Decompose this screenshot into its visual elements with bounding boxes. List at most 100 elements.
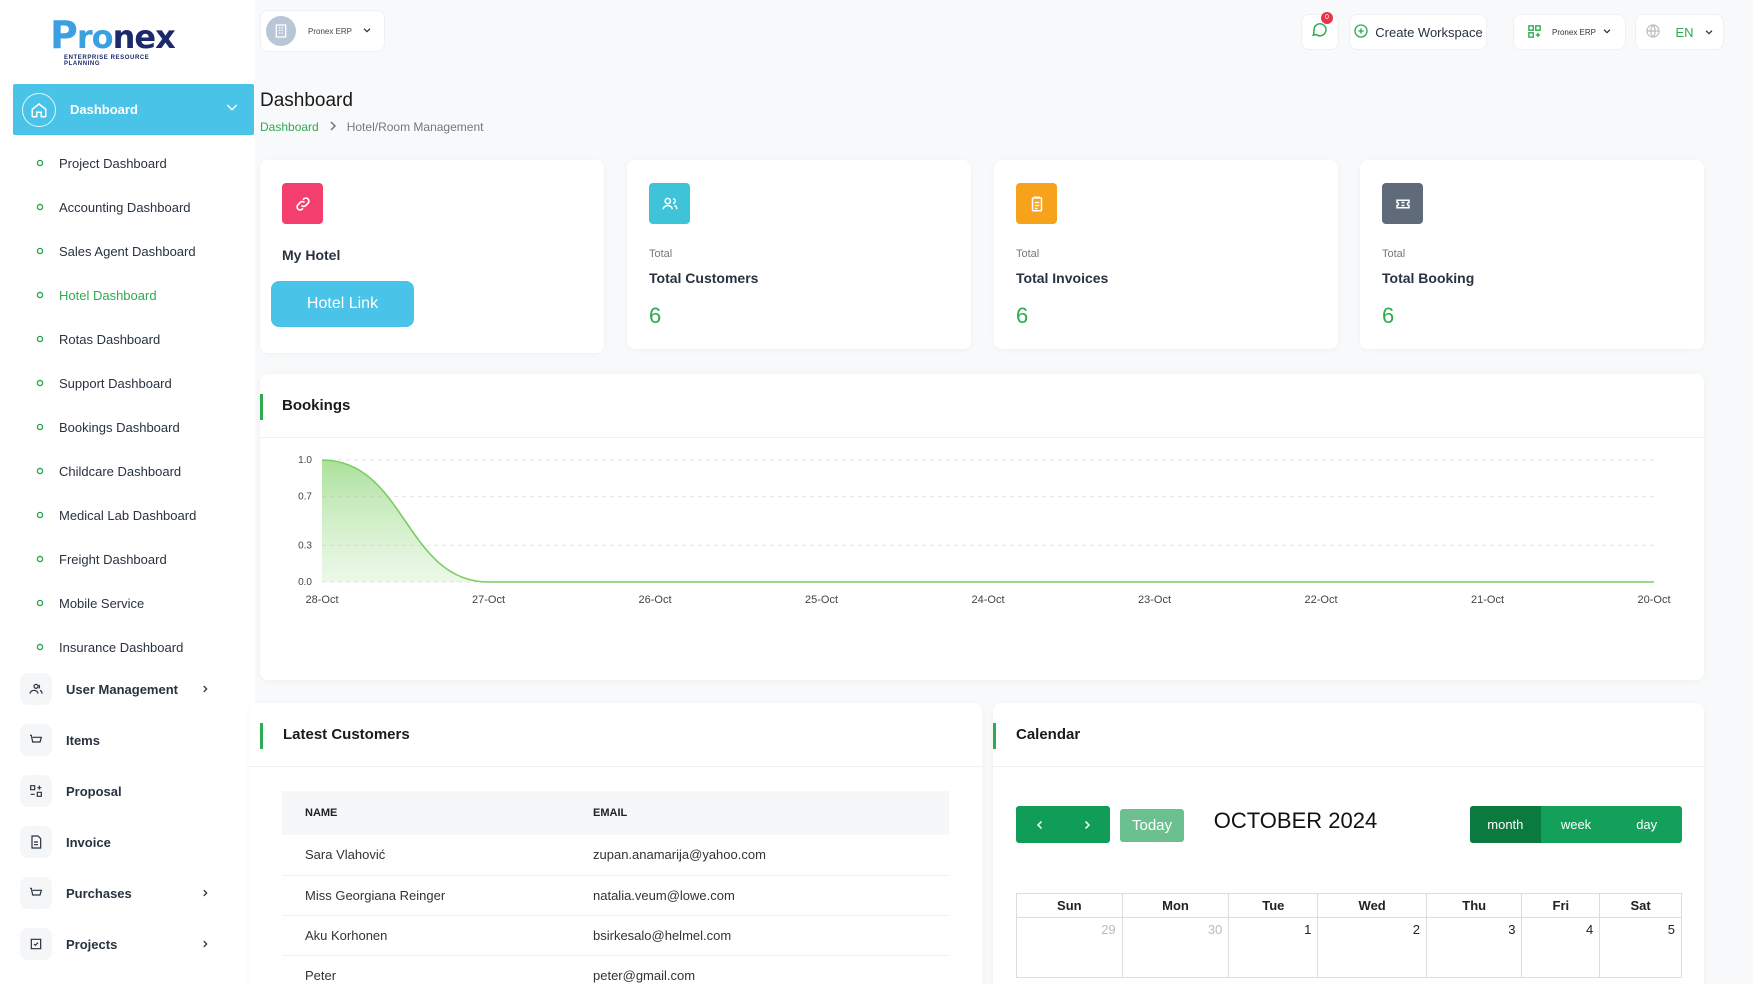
sidebar-item-label: Projects [66, 936, 118, 952]
sidebar-subitem[interactable]: Mobile Service [36, 593, 144, 613]
calendar-day-cell[interactable]: 3 [1425, 917, 1523, 978]
grid-icon [1527, 24, 1542, 41]
page-title: Dashboard [260, 90, 353, 111]
calendar-nav [1016, 806, 1110, 843]
language-selector[interactable]: EN [1635, 14, 1724, 50]
my-hotel-title: My Hotel [282, 247, 341, 263]
proposal-icon [20, 775, 52, 807]
x-tick-label: 23-Oct [1138, 594, 1171, 606]
customer-name: Sara Vlahović [282, 835, 570, 876]
sidebar-subitem-label: Hotel Dashboard [59, 287, 157, 303]
breadcrumb-current: Hotel/Room Management [346, 120, 484, 134]
next-month-button[interactable] [1063, 806, 1110, 843]
bullet-icon [36, 379, 44, 387]
calendar-day-cell[interactable]: 2 [1317, 917, 1427, 978]
sidebar-subitem[interactable]: Freight Dashboard [36, 549, 167, 569]
sidebar-subitem[interactable]: Project Dashboard [36, 153, 167, 173]
view-day-button[interactable]: day [1636, 817, 1658, 832]
messages-button[interactable]: 0 [1301, 12, 1339, 50]
invoice-icon [20, 826, 52, 858]
prev-month-button[interactable] [1016, 806, 1063, 843]
customers-table: NAME EMAIL Sara Vlahović zupan.anamarija@… [282, 791, 949, 984]
logo-tagline: ENTERPRISE RESOURCE PLANNING [64, 55, 150, 67]
sidebar-item-label: Invoice [66, 834, 111, 850]
chevron-right-icon [200, 682, 210, 697]
sidebar-item-label: Proposal [66, 783, 122, 799]
chevron-right-icon [200, 937, 210, 952]
hotel-link-button[interactable]: Hotel Link [271, 281, 414, 327]
customer-email: zupan.anamarija@yahoo.com [570, 835, 949, 876]
calendar-day-cell[interactable]: 5 [1599, 917, 1682, 978]
bullet-icon [36, 467, 44, 475]
x-tick-label: 26-Oct [638, 594, 671, 606]
sidebar-subitem[interactable]: Hotel Dashboard [36, 285, 157, 305]
sidebar-subitem[interactable]: Insurance Dashboard [36, 637, 183, 657]
sidebar-item-label: Items [66, 732, 100, 748]
view-week-button[interactable]: week [1560, 817, 1592, 832]
bullet-icon [36, 335, 44, 343]
chevron-down-icon [362, 22, 372, 40]
table-row: Aku Korhonen bsirkesalo@helmel.com [282, 915, 949, 956]
total-booking-card: Total Total Booking 6 [1360, 160, 1704, 349]
erp-switcher-label: Pronex ERP [1551, 27, 1597, 37]
create-workspace-label: Create Workspace [1375, 24, 1483, 40]
chevron-down-icon [224, 99, 240, 120]
sidebar-subitem-label: Childcare Dashboard [59, 463, 182, 479]
clipboard-icon [1016, 183, 1057, 224]
my-hotel-card: My Hotel Hotel Link [260, 160, 604, 353]
chevron-right-icon [329, 120, 337, 134]
section-header: Bookings [260, 374, 1704, 438]
sidebar-subitem-label: Bookings Dashboard [59, 419, 180, 435]
stat-caption: Total [649, 248, 673, 260]
sidebar-subitem[interactable]: Support Dashboard [36, 373, 172, 393]
sidebar-subitem-label: Accounting Dashboard [59, 199, 191, 215]
x-tick-label: 25-Oct [805, 594, 838, 606]
bullet-icon [36, 291, 44, 299]
y-tick-label: 1.0 [298, 455, 312, 466]
sidebar-subitem[interactable]: Sales Agent Dashboard [36, 241, 196, 261]
bullet-icon [36, 555, 44, 563]
customer-email: bsirkesalo@helmel.com [570, 915, 949, 956]
breadcrumb-home[interactable]: Dashboard [260, 120, 319, 134]
sidebar: Pronex ENTERPRISE RESOURCE PLANNING Dash… [0, 0, 255, 984]
bookings-title: Bookings [282, 397, 351, 414]
notification-badge: 0 [1321, 12, 1333, 24]
erp-switcher[interactable]: Pronex ERP [1513, 14, 1626, 50]
view-month-button[interactable]: month [1470, 806, 1541, 843]
sidebar-item-label: Dashboard [70, 102, 138, 117]
section-header: Calendar [993, 703, 1704, 767]
sidebar-item-purchases[interactable]: Purchases [20, 877, 210, 909]
y-tick-label: 0.3 [298, 540, 312, 551]
calendar-day-cell[interactable]: 1 [1228, 917, 1319, 978]
weekday-header: Sat [1599, 893, 1682, 918]
y-tick-label: 0.7 [298, 492, 312, 503]
sidebar-item-dashboard[interactable]: Dashboard [13, 84, 254, 135]
bookings-card: Bookings 1.0 0.7 0.3 0.0 28-Oct 27-Oct 26-Oct 2… [260, 374, 1704, 680]
sidebar-subitem[interactable]: Bookings Dashboard [36, 417, 180, 437]
stat-value: 6 [1016, 303, 1029, 328]
x-tick-label: 24-Oct [971, 594, 1004, 606]
sidebar-subitem[interactable]: Medical Lab Dashboard [36, 505, 196, 525]
calendar-grid: Sun Mon Tue Wed Thu Fri Sat 29 30 1 2 3 4 5 [1016, 893, 1682, 978]
workspace-switcher[interactable]: Pronex ERP [260, 10, 385, 52]
create-workspace-button[interactable]: Create Workspace [1349, 14, 1487, 50]
calendar-day-cell[interactable]: 30 [1121, 917, 1230, 978]
pronex-logo[interactable]: Pronex ENTERPRISE RESOURCE PLANNING [50, 16, 180, 67]
sidebar-item-invoice[interactable]: Invoice [20, 826, 210, 858]
sidebar-item-projects[interactable]: Projects [20, 928, 210, 960]
sidebar-item-proposal[interactable]: Proposal [20, 775, 210, 807]
sidebar-item-user-management[interactable]: User Management [20, 673, 210, 705]
calendar-day-cell[interactable]: 4 [1521, 917, 1601, 978]
x-tick-label: 20-Oct [1637, 594, 1670, 606]
users-icon [649, 183, 690, 224]
calendar-day-cell[interactable]: 29 [1016, 917, 1123, 978]
sidebar-subitem[interactable]: Childcare Dashboard [36, 461, 181, 481]
building-icon [266, 16, 296, 46]
column-header-name: NAME [282, 791, 570, 835]
today-button[interactable]: Today [1120, 809, 1184, 842]
sidebar-subitem[interactable]: Accounting Dashboard [36, 197, 191, 217]
weekday-header: Mon [1121, 893, 1230, 918]
sidebar-item-items[interactable]: Items [20, 724, 210, 756]
sidebar-subitem[interactable]: Rotas Dashboard [36, 329, 160, 349]
table-row: Peter peter@gmail.com [282, 955, 949, 984]
